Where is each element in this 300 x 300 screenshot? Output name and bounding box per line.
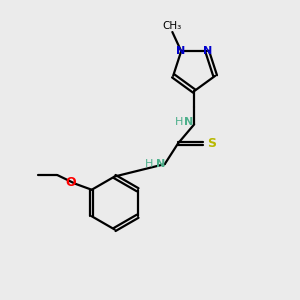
Text: CH₃: CH₃ — [163, 20, 182, 31]
Text: N: N — [156, 159, 165, 169]
Text: H: H — [175, 117, 183, 127]
Text: O: O — [65, 176, 76, 189]
Text: S: S — [207, 137, 216, 150]
Text: N: N — [176, 46, 185, 56]
Text: H: H — [145, 159, 154, 169]
Text: N: N — [203, 46, 212, 56]
Text: N: N — [184, 117, 194, 127]
